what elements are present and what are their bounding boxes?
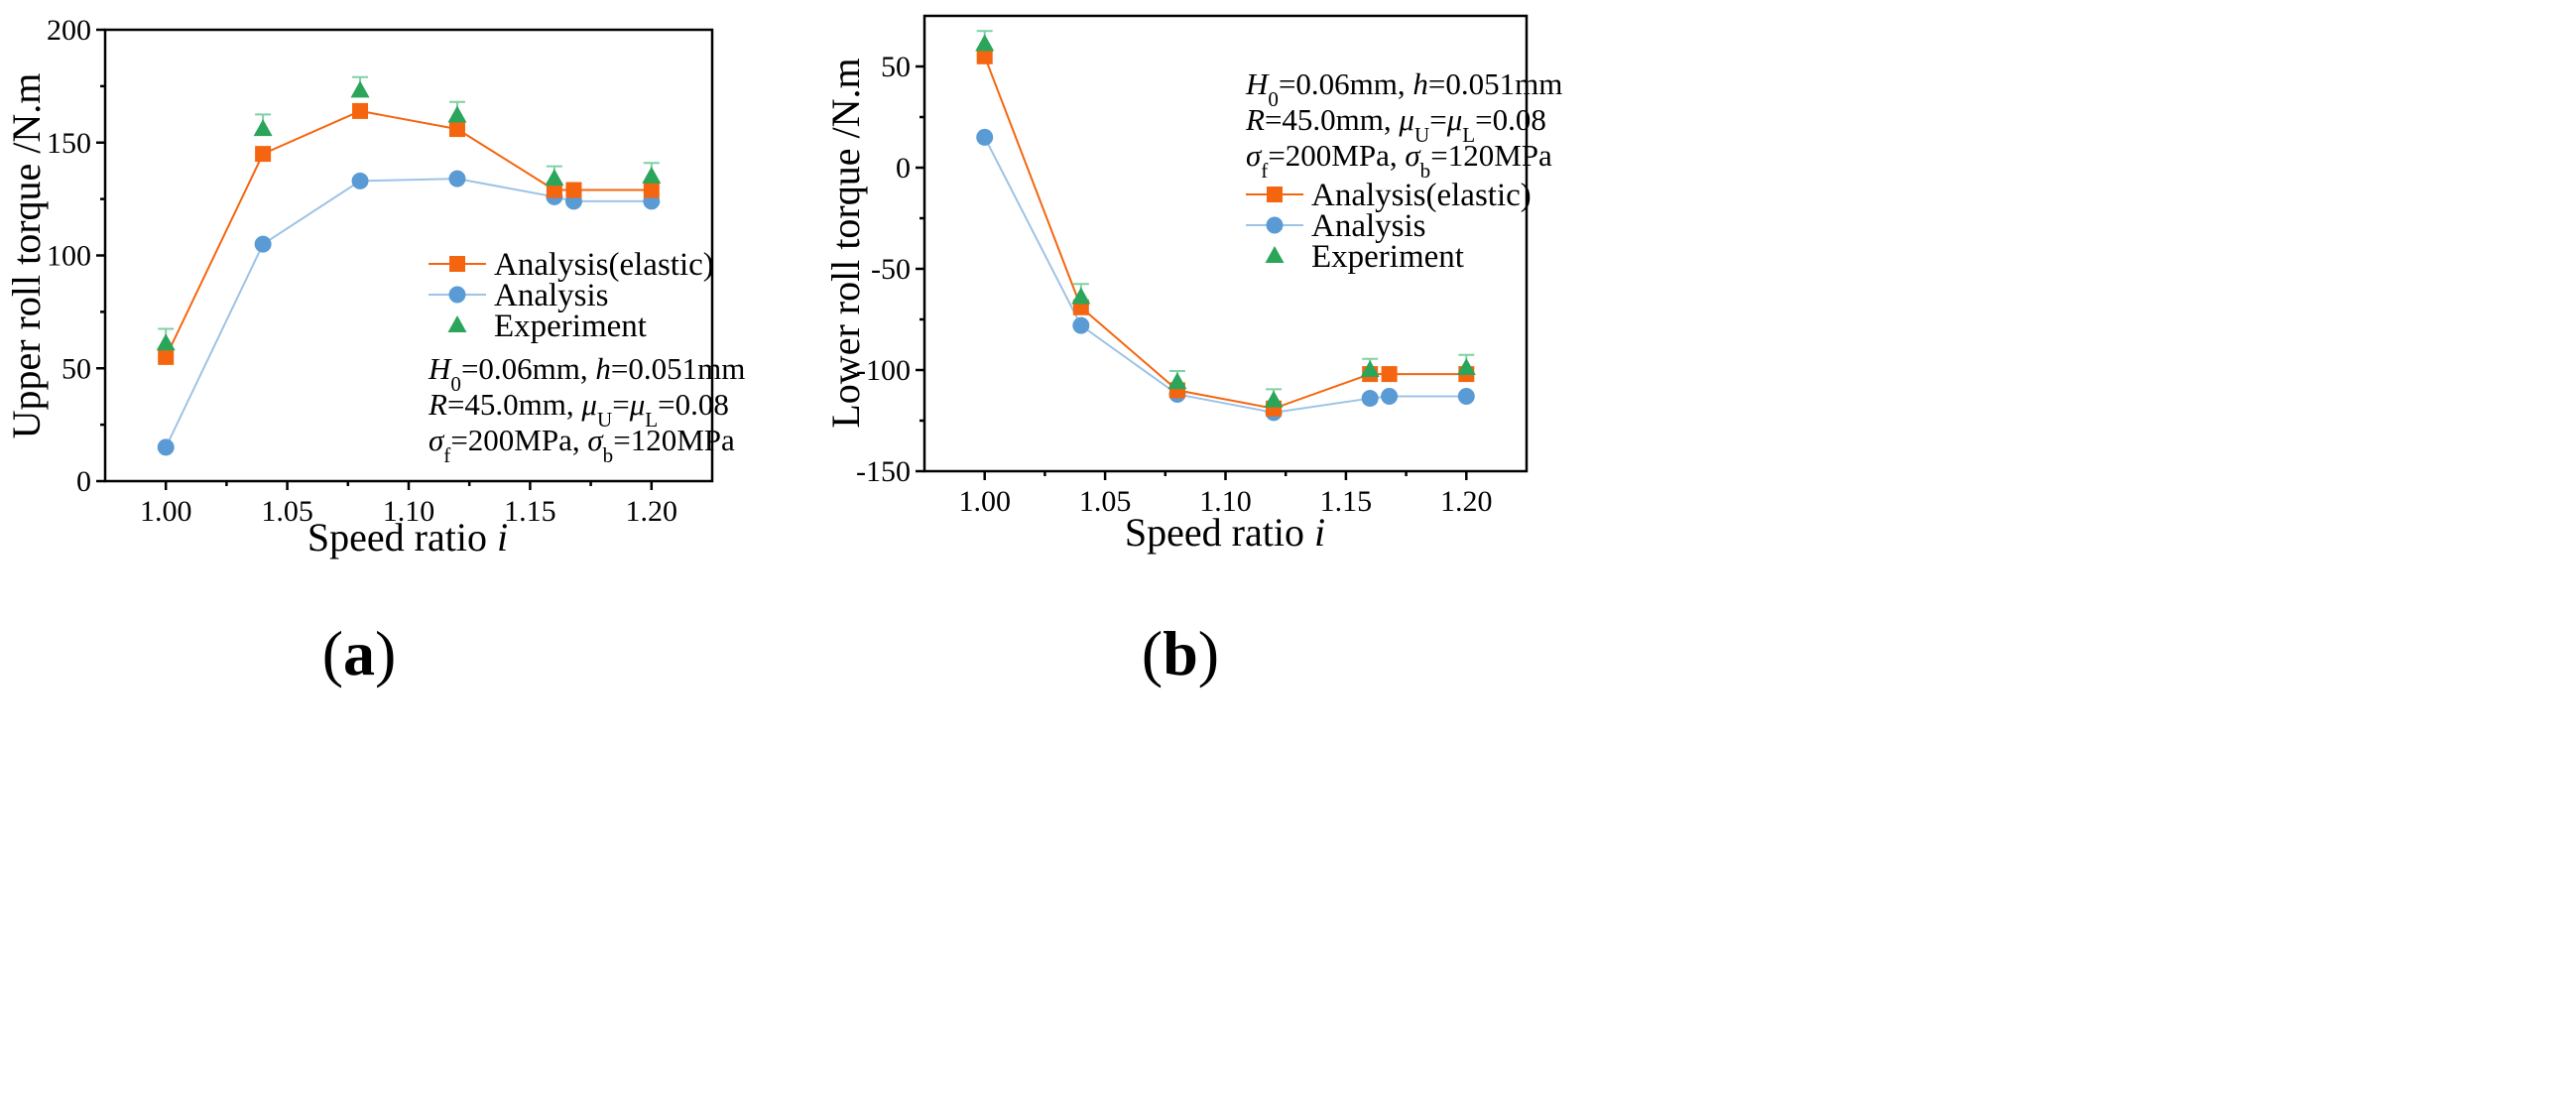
legend-entry: Analysis(elastic) (494, 247, 714, 283)
y-tick-label: -50 (871, 253, 911, 286)
legend-marker (1266, 216, 1284, 234)
data-point-triangle (1071, 287, 1091, 305)
data-point-square (448, 121, 465, 138)
parameter-annotation: R=45.0mm, μU=μL=0.08 (428, 387, 729, 432)
x-tick-label: 1.20 (626, 495, 678, 528)
data-point-triangle (545, 169, 564, 186)
data-point-circle (1361, 390, 1379, 408)
x-tick-label: 1.00 (140, 495, 192, 528)
y-tick-label: 150 (47, 127, 91, 160)
data-point-triangle (156, 333, 176, 351)
data-point-triangle (1456, 357, 1476, 375)
data-point-triangle (642, 166, 662, 184)
y-tick-label: 0 (896, 152, 911, 185)
y-tick-label: 200 (47, 14, 91, 47)
data-point-circle (448, 170, 466, 187)
parameter-annotation: σf=200MPa, σb=120MPa (1246, 138, 1552, 183)
x-axis-label: Speed ratio i (307, 515, 508, 560)
data-point-square (565, 182, 582, 198)
legend-entry: Analysis(elastic) (1311, 178, 1532, 213)
legend-marker (1265, 246, 1285, 263)
y-tick-label: -100 (856, 354, 911, 387)
data-point-square (352, 102, 369, 119)
data-point-square (255, 146, 272, 163)
y-axis-label: Lower roll torque /N.m (823, 58, 868, 428)
data-point-square (158, 348, 175, 365)
data-point-circle (976, 128, 994, 146)
data-point-circle (1381, 388, 1399, 406)
x-tick-label: 1.10 (1199, 485, 1252, 518)
legend-marker (449, 256, 465, 272)
legend-entry: Analysis (1311, 208, 1426, 244)
legend-marker (448, 286, 466, 304)
x-axis-label: Speed ratio i (1125, 510, 1325, 555)
data-point-triangle (253, 119, 273, 137)
data-point-square (1381, 366, 1398, 383)
legend-marker (1267, 186, 1283, 202)
data-point-triangle (1360, 360, 1380, 377)
chart-panel-a: 0 50 100 150 200 1.00 1.05 1.10 1.15 1.20 Speed ra… (4, 14, 745, 688)
y-tick-label: 0 (76, 465, 91, 498)
x-tick-label: 1.10 (383, 495, 435, 528)
x-tick-label: 1.15 (504, 495, 556, 528)
data-point-circle (1072, 316, 1090, 334)
data-point-square (643, 182, 660, 198)
legend-entry: Experiment (1311, 239, 1464, 275)
data-point-circle (157, 438, 175, 456)
data-point-triangle (447, 105, 467, 123)
y-axis-label: Upper roll torque /N.m (4, 73, 49, 439)
data-point-triangle (350, 80, 370, 98)
data-point-circle (351, 172, 369, 189)
y-tick-label: 100 (47, 240, 91, 273)
panel-label: (b) (1142, 618, 1219, 688)
x-tick-label: 1.20 (1440, 485, 1493, 518)
y-tick-label: 50 (881, 51, 911, 83)
data-point-triangle (1264, 390, 1284, 408)
x-tick-label: 1.05 (261, 495, 313, 528)
y-tick-label: -150 (856, 455, 911, 488)
data-point-triangle (975, 34, 995, 52)
parameter-annotation: H0=0.06mm, h=0.051mm (428, 351, 745, 396)
panel-label: (a) (322, 618, 397, 688)
parameter-annotation: σf=200MPa, σb=120MPa (429, 423, 735, 467)
x-tick-label: 1.05 (1079, 485, 1132, 518)
legend-entry: Analysis (494, 278, 609, 313)
legend-marker (447, 315, 467, 332)
parameter-annotation: H0=0.06mm, h=0.051mm (1245, 66, 1562, 111)
parameter-annotation: R=45.0mm, μU=μL=0.08 (1245, 102, 1546, 147)
y-tick-label: 50 (61, 352, 91, 385)
data-point-square (976, 48, 993, 64)
legend-entry: Experiment (494, 309, 647, 344)
data-point-triangle (1167, 372, 1187, 390)
x-tick-label: 1.00 (958, 485, 1011, 518)
data-point-circle (1457, 388, 1475, 406)
data-point-circle (254, 235, 272, 253)
x-tick-label: 1.15 (1320, 485, 1373, 518)
chart-panel-b: -150 -100 -50 0 50 1.00 1.05 1.10 1.15 1.20 Speed … (823, 14, 1562, 688)
data-point-square (546, 182, 562, 198)
